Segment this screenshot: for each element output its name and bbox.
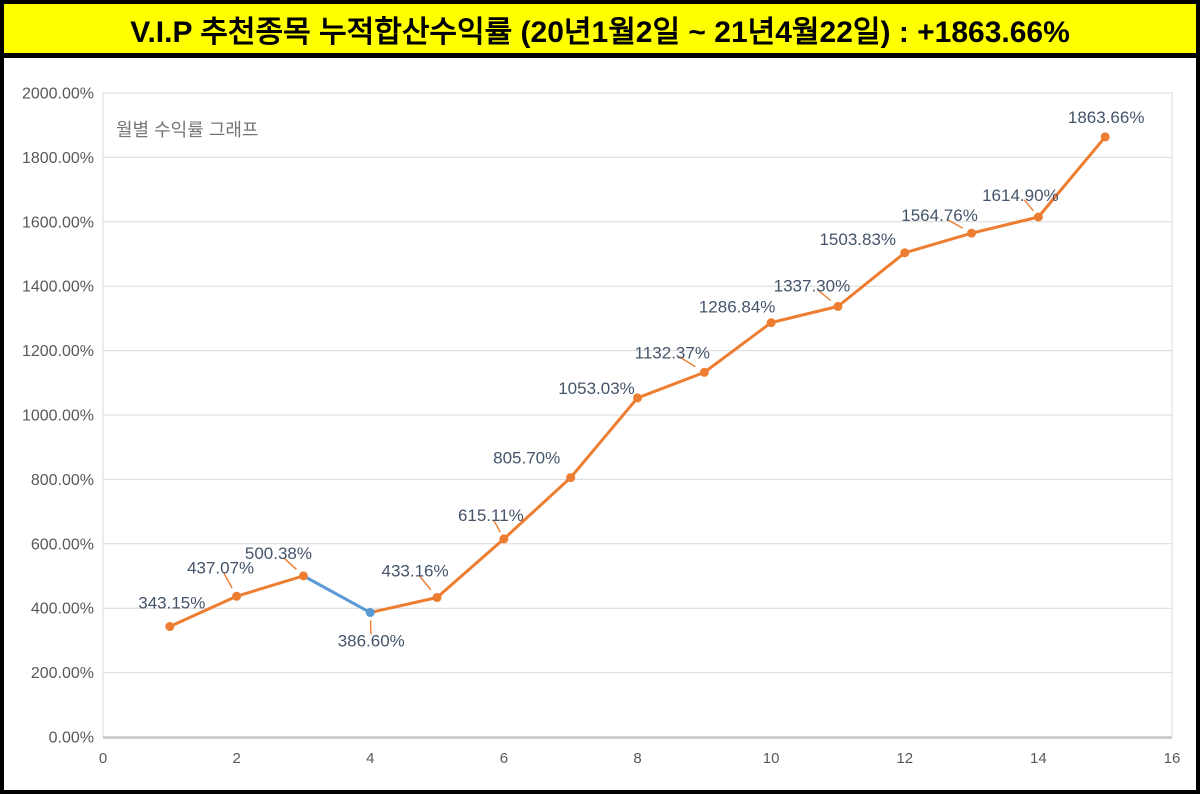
- label-leader-line: [493, 519, 501, 533]
- data-point-marker: [165, 622, 175, 632]
- data-point-label: 1132.37%: [635, 343, 710, 362]
- series-segment: [636, 370, 706, 400]
- series-segment: [1036, 135, 1107, 219]
- series-segment: [836, 251, 907, 308]
- series-segment: [903, 231, 974, 255]
- title-banner: V.I.P 추천종목 누적합산수익률 (20년1월2일 ~ 21년4월22일) …: [4, 4, 1196, 58]
- series-segment: [235, 574, 305, 598]
- data-point-marker: [1033, 212, 1043, 222]
- data-point-label: 1286.84%: [699, 298, 776, 317]
- data-point-label: 1564.76%: [901, 206, 978, 225]
- data-point-label: 343.15%: [138, 594, 205, 613]
- data-point-label: 1337.30%: [774, 276, 851, 295]
- data-point-label: 1053.03%: [558, 379, 635, 398]
- series-segment: [702, 321, 773, 374]
- data-point-label: 1863.66%: [1068, 108, 1145, 127]
- y-axis-tick-label: 1400.00%: [22, 279, 94, 296]
- series-segment: [435, 537, 506, 600]
- data-point-marker: [1100, 132, 1110, 142]
- data-point-label: 437.07%: [187, 558, 254, 577]
- x-axis-tick-label: 2: [232, 750, 240, 767]
- data-point-label: 805.70%: [493, 449, 560, 468]
- label-leader-line: [678, 356, 696, 368]
- y-axis-tick-label: 2000.00%: [22, 86, 94, 103]
- data-point-marker: [298, 571, 308, 581]
- x-axis-tick-label: 6: [500, 750, 508, 767]
- data-point-label: 1614.90%: [982, 186, 1059, 205]
- series-segment: [368, 596, 439, 615]
- label-leader-line: [419, 576, 432, 591]
- data-point-marker: [766, 318, 776, 328]
- data-point-marker: [633, 393, 642, 403]
- y-axis-tick-label: 800.00%: [31, 472, 94, 489]
- data-point-marker: [833, 301, 843, 311]
- x-axis-tick-label: 16: [1164, 750, 1181, 767]
- label-leader-line: [1023, 199, 1034, 212]
- series-segment: [569, 396, 639, 480]
- data-point-label: 433.16%: [382, 562, 449, 581]
- data-point-label: 1503.83%: [819, 230, 896, 249]
- y-axis-tick-label: 1200.00%: [22, 343, 94, 360]
- data-point-label: 615.11%: [458, 506, 524, 525]
- label-leader-line: [369, 620, 372, 635]
- data-point-label: 386.60%: [338, 632, 405, 651]
- data-point-marker: [499, 534, 509, 544]
- x-axis-tick-label: 12: [896, 750, 913, 767]
- data-point-marker: [900, 248, 910, 258]
- series-segment: [970, 215, 1040, 235]
- line-chart: 0.00% 200.00% 400.00% 600.00% 800.00% 1000.00…: [22, 86, 1181, 768]
- data-point-marker: [232, 591, 242, 601]
- label-leader-line: [946, 218, 963, 229]
- y-axis-tick-label: 400.00%: [31, 601, 94, 618]
- chart-legend-label: 월별 수익률 그래프: [116, 120, 259, 140]
- data-point-marker-decline: [365, 608, 375, 618]
- series-segment: [502, 476, 573, 541]
- x-axis-tick-label: 14: [1030, 750, 1047, 767]
- x-axis-tick-label: 4: [366, 750, 374, 767]
- series-segment-decline: [301, 574, 372, 615]
- data-point-marker: [566, 473, 576, 483]
- series-segment: [769, 304, 840, 325]
- x-axis-tick-label: 8: [633, 750, 641, 767]
- x-axis-tick-label: 10: [763, 750, 780, 767]
- y-axis-tick-label: 1800.00%: [22, 150, 94, 167]
- label-leader-line: [283, 557, 297, 570]
- label-leader-line: [817, 289, 832, 302]
- y-axis-tick-label: 1000.00%: [22, 408, 94, 425]
- page-title: V.I.P 추천종목 누적합산수익률 (20년1월2일 ~ 21년4월22일) …: [130, 15, 1070, 49]
- y-axis-tick-label: 200.00%: [31, 665, 94, 682]
- data-point-marker: [699, 367, 709, 377]
- data-point-marker: [432, 593, 442, 603]
- data-point-label: 500.38%: [245, 544, 312, 563]
- series-segment: [168, 594, 239, 629]
- label-leader-line: [223, 573, 233, 589]
- data-point-marker: [967, 228, 977, 238]
- x-axis-tick-label: 0: [99, 750, 107, 767]
- y-axis-tick-label: 0.00%: [49, 730, 94, 747]
- y-axis-tick-label: 1600.00%: [22, 214, 94, 231]
- y-axis-tick-label: 600.00%: [31, 536, 94, 553]
- chart-area: 0.00% 200.00% 400.00% 600.00% 800.00% 1000.00…: [4, 58, 1196, 785]
